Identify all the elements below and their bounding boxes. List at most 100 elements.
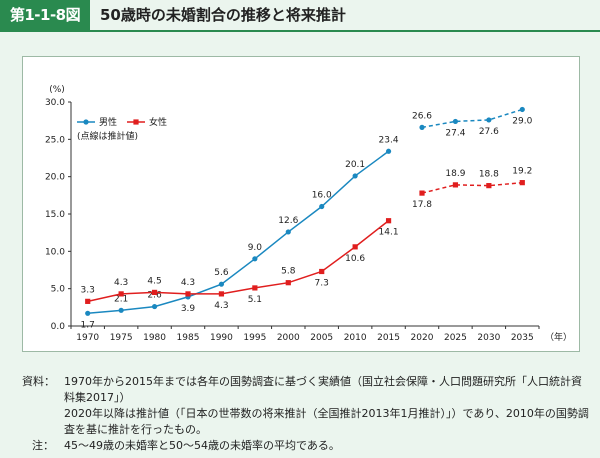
line-chart: 0.0 5.0 10.0 15.0 20.0 25.0 30.0 (%) 1970 1975 198… [45,85,572,343]
x-tick-label: 1990 [210,333,233,343]
x-tick-label: 2010 [344,333,367,343]
data-label: 1.7 [81,320,95,330]
data-point [185,291,191,297]
data-label: 3.9 [181,304,196,314]
data-label: 9.0 [248,243,263,253]
y-tick-label: 10.0 [45,247,65,257]
data-point [519,180,525,186]
x-tick-label: 2005 [310,333,333,343]
data-label: 17.8 [412,200,432,210]
data-label: 5.6 [214,268,229,278]
data-label: 18.9 [445,169,465,179]
data-label: 10.6 [345,254,365,264]
figure-header: 第1-1-8図 50歳時の未婚割合の推移と将来推計 [0,0,600,38]
data-label: 26.6 [412,111,432,121]
x-tick-label: 2025 [444,333,467,343]
data-point [319,268,325,275]
data-label: 14.1 [379,228,399,238]
x-tick-label: 1980 [143,333,166,343]
data-label: 27.6 [479,127,499,137]
data-point [151,289,158,295]
data-point [519,106,525,113]
data-point [285,280,291,286]
data-point [352,244,358,250]
x-tick-label: 1985 [177,333,200,343]
data-point [419,190,425,196]
legend-marker-1 [133,119,139,125]
data-point [285,229,291,235]
x-tick-label: 2000 [277,333,300,343]
figure-number-badge: 第1-1-8図 [0,0,90,30]
data-point [452,182,459,188]
data-label: 4.3 [114,278,128,288]
data-point [118,291,124,297]
x-tick-label: 2015 [377,333,400,343]
data-point [352,173,358,179]
source-line-1: 1970年から2015年までは各年の国勢調査に基づく実績値（国立社会保障・人口問… [64,375,582,404]
data-point [486,183,492,189]
data-point [319,203,325,210]
data-point [252,256,258,262]
data-point [85,310,91,316]
data-point [252,285,258,291]
x-tick-label: 2035 [511,333,534,343]
source-line-2: 2020年以降は推計値（「日本の世帯数の将来推計（全国推計2013年1月推計）」… [64,407,589,436]
x-tick-label: 1975 [110,333,133,343]
series-line-projected-1 [421,181,523,194]
y-tick-label: 25.0 [45,135,65,145]
data-label: 12.6 [278,216,298,226]
data-point [385,148,392,154]
data-label: 4.3 [181,278,195,288]
figure-title: 50歳時の未婚割合の推移と将来推計 [100,6,346,24]
header-divider [0,30,600,32]
data-label: 18.8 [479,170,499,180]
data-point [85,298,91,304]
data-label: 29.0 [512,116,532,126]
data-label: 4.3 [214,301,228,311]
data-label: 20.1 [345,160,365,170]
footnote: 注： 45〜49歳の未婚率と50〜54歳の未婚率の平均である。 [22,438,592,454]
data-label: 16.0 [312,191,332,201]
series-line-actual-1 [87,220,390,303]
legend-label-1: 女性 [149,116,167,128]
data-label: 5.8 [281,267,296,277]
data-label: 19.2 [512,167,532,177]
data-point [151,303,158,310]
source-label: 資料： [22,375,55,388]
data-point [118,307,124,313]
data-label: 7.3 [315,278,329,288]
notes-section: 資料： 1970年から2015年までは各年の国勢調査に基づく実績値（国立社会保障… [22,374,592,454]
y-tick-label: 5.0 [51,285,66,295]
chart-panel: 0.0 5.0 10.0 15.0 20.0 25.0 30.0 (%) 1970 1975 198… [22,56,580,352]
x-tick-label: 2030 [477,333,500,343]
series-line-projected-0 [421,108,523,129]
x-tick-label: 1995 [243,333,266,343]
source-note: 資料： 1970年から2015年までは各年の国勢調査に基づく実績値（国立社会保障… [22,374,592,438]
y-unit-label: (%) [49,85,65,95]
y-tick-label: 0.0 [51,322,66,332]
x-unit-label: （年） [545,331,572,343]
data-point [452,118,459,125]
x-tick-label: 2020 [411,333,434,343]
footnote-text: 45〜49歳の未婚率と50〜54歳の未婚率の平均である。 [64,439,340,452]
data-label: 4.5 [147,276,161,286]
data-label: 27.4 [445,128,465,138]
x-tick-label: 1970 [76,333,99,343]
y-tick-label: 20.0 [45,173,65,183]
y-tick-label: 15.0 [45,210,65,220]
data-label: 2.1 [114,294,128,304]
data-label: 23.4 [379,135,399,145]
legend-label-0: 男性 [99,116,117,128]
legend-note: (点線は推計値) [77,130,138,142]
data-point [419,124,425,130]
series-line-actual-0 [87,150,390,315]
y-tick-label: 30.0 [45,98,65,108]
data-point [218,291,225,297]
data-label: 2.6 [147,291,162,301]
data-label: 3.3 [81,285,95,295]
footnote-label: 注： [32,439,54,452]
data-label: 5.1 [248,295,262,305]
data-point [486,117,492,123]
data-point [385,218,392,224]
data-point [218,281,225,287]
